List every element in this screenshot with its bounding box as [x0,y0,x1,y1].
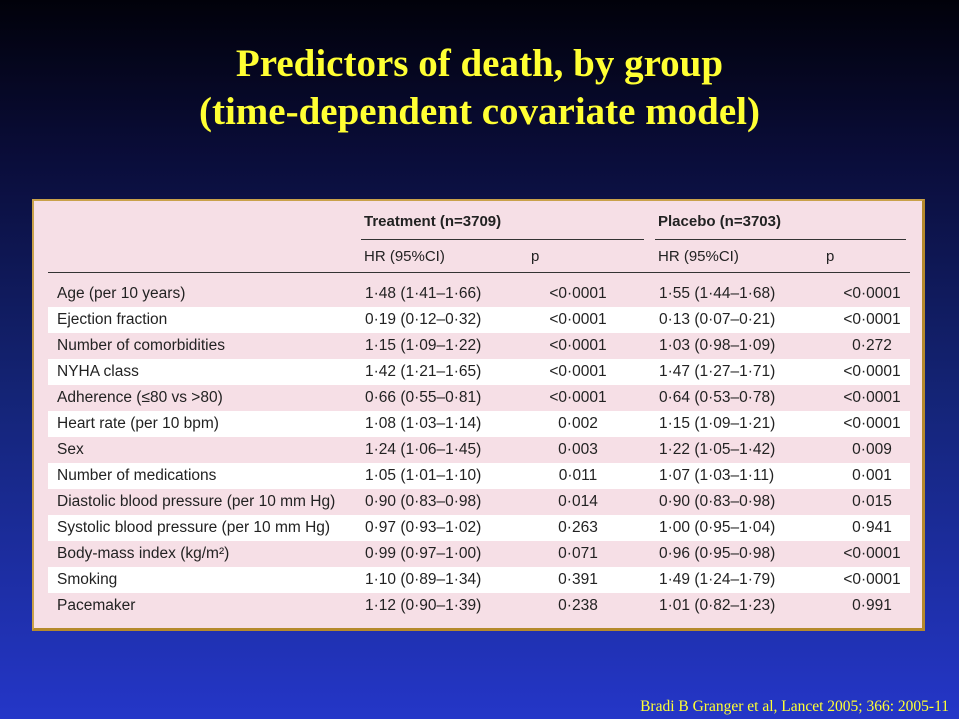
treatment-hr-cell: 0·90 (0·83–0·98) [365,493,482,510]
row-label: Systolic blood pressure (per 10 mm Hg) [57,519,331,536]
row-label: Number of medications [57,467,217,484]
placebo-p-cell: 0·015 [852,493,892,510]
treatment-p-cell: 0·263 [558,519,598,536]
predictors-table: Treatment (n=3709) Placebo (n=3703) HR (… [32,199,925,631]
row-label: NYHA class [57,363,139,380]
placebo-p-cell: <0·0001 [843,545,901,562]
treatment-hr-cell: 1·12 (0·90–1·39) [365,597,482,614]
placebo-p-cell: <0·0001 [843,571,901,588]
treatment-p-cell: <0·0001 [549,285,607,302]
placebo-hr-cell: 0·96 (0·95–0·98) [659,545,776,562]
treatment-hr-cell: 1·48 (1·41–1·66) [365,285,482,302]
treatment-group-header: Treatment (n=3709) [364,213,502,230]
treatment-hr-cell: 1·24 (1·06–1·45) [365,441,482,458]
placebo-hr-cell: 1·15 (1·09–1·21) [659,415,776,432]
table-row: Heart rate (per 10 bpm) 1·08 (1·03–1·14) 0… [48,411,910,437]
placebo-header-rule [655,239,906,240]
treatment-p-cell: <0·0001 [549,337,607,354]
placebo-hr-header: HR (95%CI) [658,248,739,265]
table-row: Adherence (≤80 vs >80) 0·66 (0·55–0·81) <0… [48,385,910,411]
treatment-p-cell: <0·0001 [549,363,607,380]
slide-title-line-2: (time-dependent covariate model) [198,90,761,133]
row-label: Number of comorbidities [57,337,225,354]
treatment-hr-cell: 1·10 (0·89–1·34) [365,571,482,588]
treatment-hr-cell: 1·05 (1·01–1·10) [365,467,482,484]
table-row: Number of comorbidities 1·15 (1·09–1·22) <… [48,333,910,359]
row-label: Body-mass index (kg/m²) [57,545,230,562]
placebo-hr-cell: 1·03 (0·98–1·09) [659,337,776,354]
placebo-hr-cell: 0·64 (0·53–0·78) [659,389,776,406]
treatment-hr-cell: 0·19 (0·12–0·32) [365,311,482,328]
placebo-hr-cell: 1·47 (1·27–1·71) [659,363,776,380]
table-row: Smoking 1·10 (0·89–1·34) 0·391 1·49 (1·24–1… [48,567,910,593]
treatment-p-cell: 0·238 [558,597,598,614]
placebo-hr-cell: 0·13 (0·07–0·21) [659,311,776,328]
row-label: Age (per 10 years) [57,285,186,302]
row-label: Heart rate (per 10 bpm) [57,415,219,432]
treatment-p-header: p [531,248,540,265]
row-label: Sex [57,441,84,458]
placebo-hr-cell: 0·90 (0·83–0·98) [659,493,776,510]
table-row: Age (per 10 years) 1·48 (1·41–1·66) <0·000… [48,281,910,307]
table-row: Ejection fraction 0·19 (0·12–0·32) <0·0001… [48,307,910,333]
placebo-group-header: Placebo (n=3703) [658,213,781,230]
placebo-hr-cell: 1·55 (1·44–1·68) [659,285,776,302]
treatment-hr-cell: 0·99 (0·97–1·00) [365,545,482,562]
treatment-hr-cell: 0·97 (0·93–1·02) [365,519,482,536]
placebo-p-cell: <0·0001 [843,285,901,302]
row-label: Smoking [57,571,118,588]
treatment-hr-cell: 1·42 (1·21–1·65) [365,363,482,380]
table-body: Age (per 10 years) 1·48 (1·41–1·66) <0·000… [48,281,910,619]
placebo-p-cell: <0·0001 [843,311,901,328]
table-header-rule [48,272,910,273]
treatment-p-cell: <0·0001 [549,389,607,406]
placebo-hr-cell: 1·00 (0·95–1·04) [659,519,776,536]
row-label: Ejection fraction [57,311,168,328]
treatment-hr-header: HR (95%CI) [364,248,445,265]
treatment-p-cell: 0·003 [558,441,598,458]
row-label: Adherence (≤80 vs >80) [57,389,223,406]
row-label: Pacemaker [57,597,136,614]
placebo-hr-cell: 1·22 (1·05–1·42) [659,441,776,458]
placebo-p-cell: 0·001 [852,467,892,484]
treatment-header-rule [361,239,644,240]
table-row: Number of medications 1·05 (1·01–1·10) 0·0… [48,463,910,489]
placebo-p-cell: <0·0001 [843,415,901,432]
slide-title: Predictors of death, by group (time-depe… [0,40,959,136]
table-row: Body-mass index (kg/m²) 0·99 (0·97–1·00) 0… [48,541,910,567]
treatment-p-cell: 0·011 [558,467,598,484]
table-row: Pacemaker 1·12 (0·90–1·39) 0·238 1·01 (0·82… [48,593,910,619]
table-row: Sex 1·24 (1·06–1·45) 0·003 1·22 (1·05–1·42)… [48,437,910,463]
treatment-p-cell: 0·391 [558,571,598,588]
placebo-p-cell: 0·272 [852,337,892,354]
table-row: Diastolic blood pressure (per 10 mm Hg) 0… [48,489,910,515]
table-row: NYHA class 1·42 (1·21–1·65) <0·0001 1·47 (1… [48,359,910,385]
slide-title-line-1: Predictors of death, by group [235,42,724,85]
placebo-p-cell: 0·009 [852,441,892,458]
table-row: Systolic blood pressure (per 10 mm Hg) 0·… [48,515,910,541]
placebo-hr-cell: 1·07 (1·03–1·11) [659,467,775,484]
treatment-hr-cell: 0·66 (0·55–0·81) [365,389,482,406]
row-label: Diastolic blood pressure (per 10 mm Hg) [57,493,336,510]
treatment-p-cell: 0·014 [558,493,598,510]
treatment-p-cell: 0·002 [558,415,598,432]
placebo-p-header: p [826,248,835,265]
placebo-p-cell: <0·0001 [843,363,901,380]
placebo-p-cell: 0·991 [852,597,892,614]
placebo-hr-cell: 1·49 (1·24–1·79) [659,571,776,588]
treatment-p-cell: <0·0001 [549,311,607,328]
treatment-hr-cell: 1·15 (1·09–1·22) [365,337,482,354]
placebo-hr-cell: 1·01 (0·82–1·23) [659,597,776,614]
placebo-p-cell: 0·941 [852,519,892,536]
citation: Bradi B Granger et al, Lancet 2005; 366:… [640,698,949,715]
placebo-p-cell: <0·0001 [843,389,901,406]
treatment-hr-cell: 1·08 (1·03–1·14) [365,415,482,432]
treatment-p-cell: 0·071 [558,545,598,562]
